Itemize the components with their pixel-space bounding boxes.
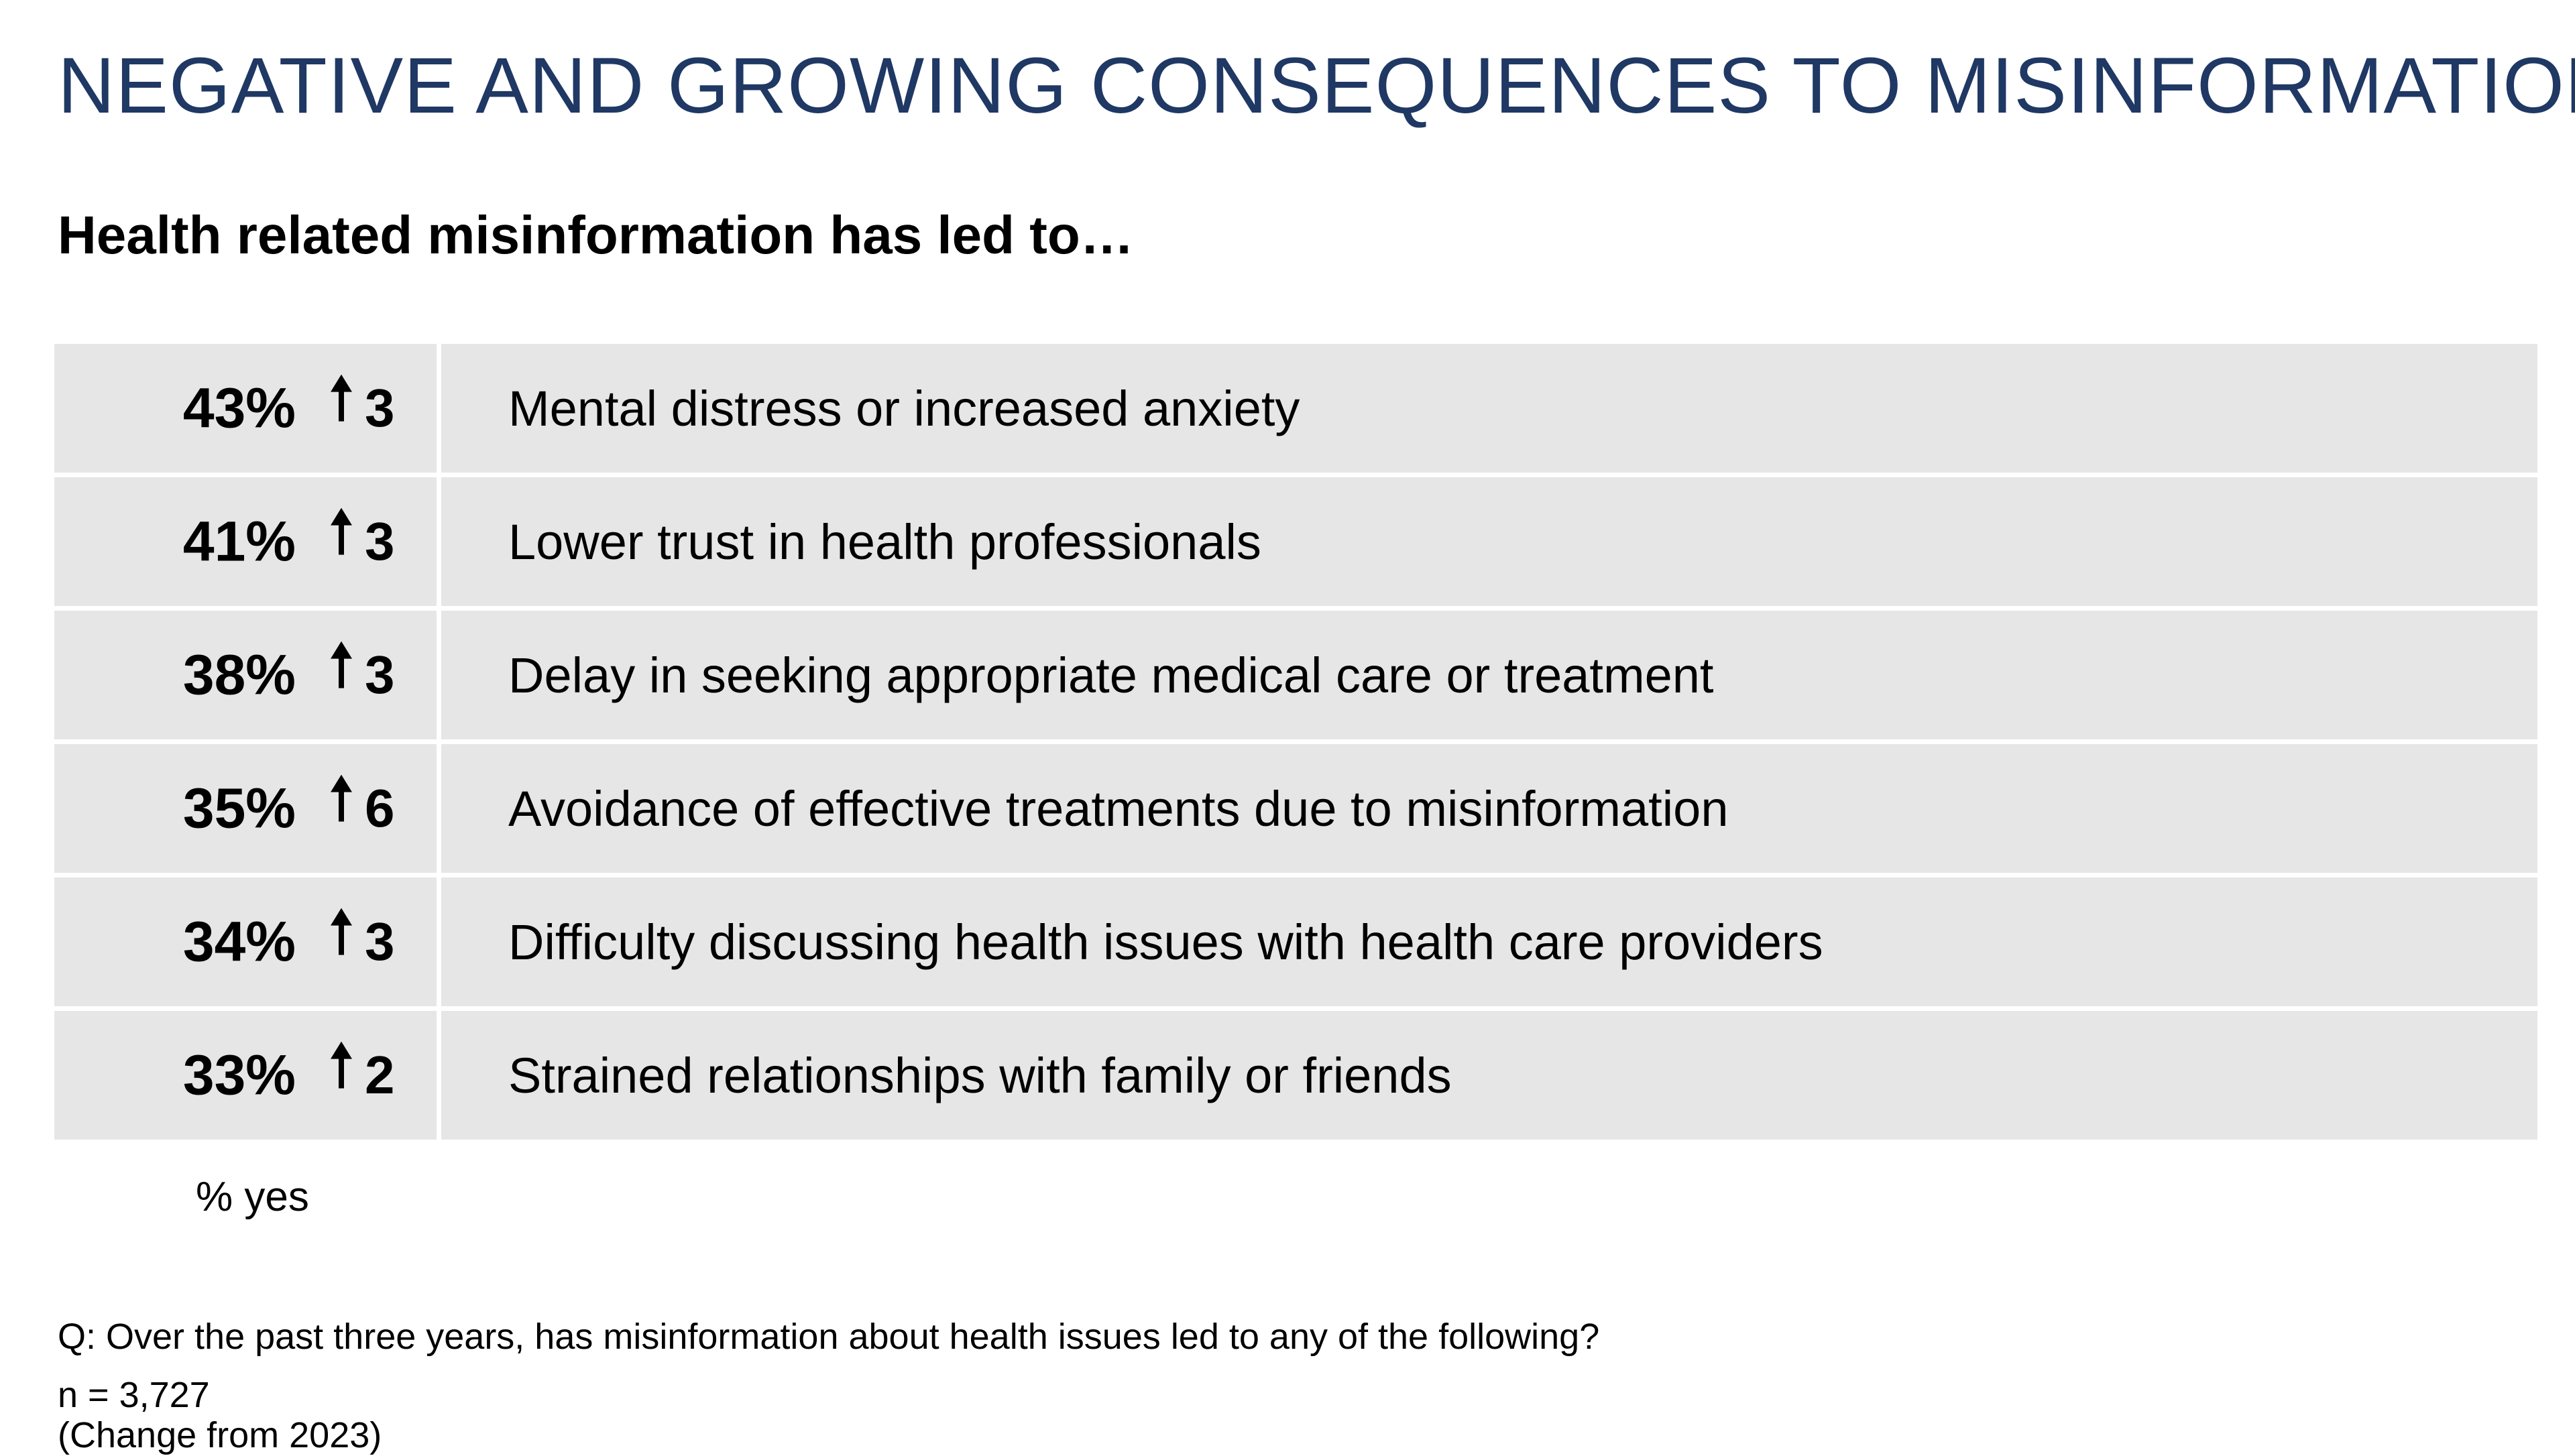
value-cell: 41% 3	[54, 477, 437, 606]
arrow-up-icon	[331, 908, 352, 955]
value-cell: 38% 3	[54, 611, 437, 739]
arrow-up-icon	[331, 641, 352, 688]
row-label: Avoidance of effective treatments due to…	[441, 744, 2537, 873]
value-cell: 34% 3	[54, 877, 437, 1006]
row-label: Difficulty discussing health issues with…	[441, 877, 2537, 1006]
change-value: 3	[365, 378, 395, 438]
row-label: Mental distress or increased anxiety	[441, 344, 2537, 473]
row-label: Delay in seeking appropriate medical car…	[441, 611, 2537, 739]
change-value: 2	[365, 1045, 395, 1105]
change-note-footnote: (Change from 2023)	[58, 1415, 382, 1455]
table-row: 33% 2 Strained relationships with family…	[54, 1011, 2537, 1140]
table-row: 35% 6 Avoidance of effective treatments …	[54, 744, 2537, 873]
row-label: Lower trust in health professionals	[441, 477, 2537, 606]
results-table: 43% 3 Mental distress or increased anxie…	[54, 344, 2537, 1140]
table-row: 41% 3 Lower trust in health professional…	[54, 477, 2537, 606]
change-value: 3	[365, 511, 395, 571]
question-footnote: Q: Over the past three years, has misinf…	[58, 1317, 1600, 1357]
arrow-up-icon	[331, 507, 352, 555]
arrow-up-icon	[331, 1041, 352, 1089]
change-value: 3	[365, 912, 395, 971]
arrow-up-icon	[331, 774, 352, 822]
value-cell: 33% 2	[54, 1011, 437, 1140]
value-caption: % yes	[196, 1174, 309, 1220]
value-cell: 35% 6	[54, 744, 437, 873]
percent-value: 38%	[182, 643, 296, 707]
table-row: 38% 3 Delay in seeking appropriate medic…	[54, 611, 2537, 739]
percent-value: 34%	[182, 910, 296, 973]
subtitle: Health related misinformation has led to…	[58, 205, 1134, 265]
page-title: NEGATIVE AND GROWING CONSEQUENCES TO MIS…	[58, 42, 2575, 130]
percent-value: 33%	[182, 1043, 296, 1107]
sample-size-footnote: n = 3,727	[58, 1375, 210, 1415]
arrow-up-icon	[331, 374, 352, 422]
row-label: Strained relationships with family or fr…	[441, 1011, 2537, 1140]
percent-value: 43%	[182, 376, 296, 440]
change-value: 3	[365, 645, 395, 705]
change-value: 6	[365, 778, 395, 838]
percent-value: 41%	[182, 509, 296, 573]
value-cell: 43% 3	[54, 344, 437, 473]
percent-value: 35%	[182, 776, 296, 840]
table-row: 43% 3 Mental distress or increased anxie…	[54, 344, 2537, 473]
table-row: 34% 3 Difficulty discussing health issue…	[54, 877, 2537, 1006]
